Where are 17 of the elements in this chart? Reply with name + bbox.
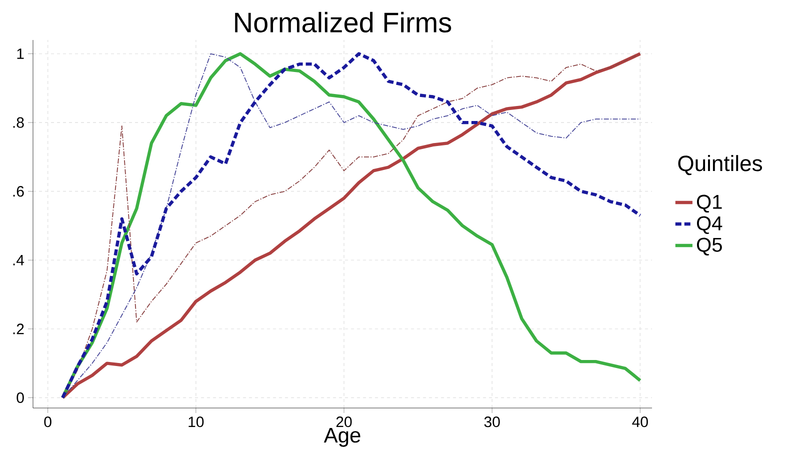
y-tick-label: .6 bbox=[13, 186, 24, 197]
legend-title: Quintiles bbox=[678, 155, 762, 176]
y-tick-label: 1 bbox=[17, 48, 24, 59]
legend-label: Q5 bbox=[696, 238, 722, 256]
x-tick-label: 20 bbox=[336, 416, 352, 428]
y-tick-label: .8 bbox=[13, 117, 24, 128]
x-tick-label: 30 bbox=[484, 416, 500, 428]
chart-title: Normalized Firms bbox=[235, 12, 452, 32]
y-tick-label: .4 bbox=[13, 254, 24, 266]
legend-label: Q4 bbox=[696, 216, 722, 234]
x-tick-label: 0 bbox=[44, 416, 52, 428]
y-tick-label: .2 bbox=[13, 324, 24, 334]
legend-label: Q1 bbox=[696, 194, 722, 213]
y-tick-label: 0 bbox=[16, 392, 24, 403]
x-tick-label: 10 bbox=[188, 416, 204, 428]
x-tick-label: 40 bbox=[632, 416, 648, 428]
x-axis-title: Age bbox=[324, 428, 360, 447]
